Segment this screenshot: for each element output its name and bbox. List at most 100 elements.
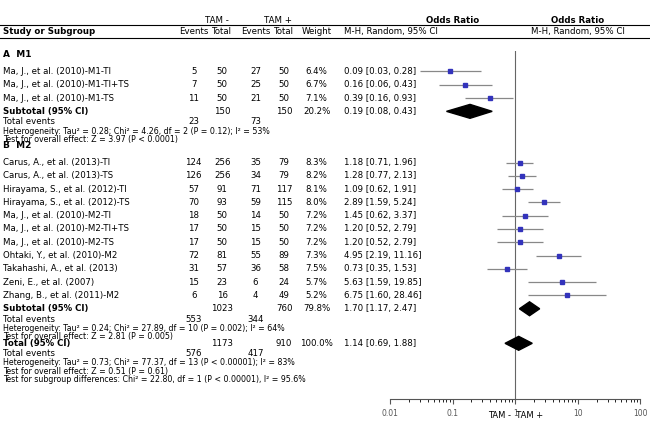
Text: 79.8%: 79.8% (303, 304, 330, 313)
Text: 59: 59 (250, 198, 261, 207)
Text: 50: 50 (279, 238, 289, 247)
Text: 0.73 [0.35, 1.53]: 0.73 [0.35, 1.53] (344, 264, 417, 273)
Text: 0.39 [0.16, 0.93]: 0.39 [0.16, 0.93] (344, 94, 417, 103)
Text: M-H, Random, 95% CI: M-H, Random, 95% CI (344, 27, 438, 36)
Text: Carus, A., et al. (2013)-TI: Carus, A., et al. (2013)-TI (3, 158, 110, 167)
Text: Ma, J., et al. (2010)-M2-TS: Ma, J., et al. (2010)-M2-TS (3, 238, 114, 247)
Text: 8.3%: 8.3% (306, 158, 328, 167)
Text: 50: 50 (217, 211, 228, 220)
Text: 25: 25 (250, 80, 261, 89)
Text: Heterogeneity: Tau² = 0.28; Chi² = 4.26, df = 2 (P = 0.12); I² = 53%: Heterogeneity: Tau² = 0.28; Chi² = 4.26,… (3, 127, 270, 135)
Text: Heterogeneity: Tau² = 0.73; Chi² = 77.37, df = 13 (P < 0.00001); I² = 83%: Heterogeneity: Tau² = 0.73; Chi² = 77.37… (3, 359, 295, 368)
Text: 7.2%: 7.2% (306, 225, 328, 233)
Text: 50: 50 (279, 211, 289, 220)
Text: 35: 35 (250, 158, 261, 167)
Text: Test for subgroup differences: Chi² = 22.80, df = 1 (P < 0.00001), I² = 95.6%: Test for subgroup differences: Chi² = 22… (3, 375, 306, 384)
Text: 417: 417 (247, 349, 264, 358)
Text: TAM -: TAM - (205, 16, 228, 25)
Text: 23: 23 (188, 117, 199, 127)
Text: 0.16 [0.06, 0.43]: 0.16 [0.06, 0.43] (344, 80, 417, 89)
Text: 55: 55 (250, 251, 261, 260)
Text: 15: 15 (250, 238, 261, 247)
Text: 1.45 [0.62, 3.37]: 1.45 [0.62, 3.37] (344, 211, 417, 220)
Text: 7.1%: 7.1% (306, 94, 328, 103)
Text: 150: 150 (276, 107, 292, 116)
Text: Study or Subgroup: Study or Subgroup (3, 27, 96, 36)
Text: 79: 79 (279, 158, 289, 167)
Text: Takahashi, A., et al. (2013): Takahashi, A., et al. (2013) (3, 264, 118, 273)
Text: Total (95% CI): Total (95% CI) (3, 339, 71, 348)
Text: 7.5%: 7.5% (306, 264, 328, 273)
Text: 14: 14 (250, 211, 261, 220)
Text: 11: 11 (188, 94, 199, 103)
Text: 0.19 [0.08, 0.43]: 0.19 [0.08, 0.43] (344, 107, 417, 116)
Text: 1.14 [0.69, 1.88]: 1.14 [0.69, 1.88] (344, 339, 417, 348)
Text: 256: 256 (214, 171, 231, 180)
Text: Odds Ratio: Odds Ratio (426, 16, 479, 25)
Text: 5.63 [1.59, 19.85]: 5.63 [1.59, 19.85] (344, 278, 422, 287)
Text: 50: 50 (279, 80, 289, 89)
Text: Ma, J., et al. (2010)-M2-TI+TS: Ma, J., et al. (2010)-M2-TI+TS (3, 225, 129, 233)
Text: 21: 21 (250, 94, 261, 103)
Text: TAM -  TAM +: TAM - TAM + (488, 411, 543, 420)
Text: 1.20 [0.52, 2.79]: 1.20 [0.52, 2.79] (344, 225, 417, 233)
Text: 34: 34 (250, 171, 261, 180)
Text: 6.7%: 6.7% (306, 80, 328, 89)
Text: 7.2%: 7.2% (306, 238, 328, 247)
Text: 256: 256 (214, 158, 231, 167)
Text: 16: 16 (217, 291, 228, 300)
Text: Test for overall effect: Z = 3.97 (P < 0.0001): Test for overall effect: Z = 3.97 (P < 0… (3, 135, 178, 144)
Text: 50: 50 (217, 80, 228, 89)
Text: Test for overall effect: Z = 0.51 (P = 0.61): Test for overall effect: Z = 0.51 (P = 0… (3, 367, 168, 376)
Text: 5.2%: 5.2% (306, 291, 328, 300)
Text: 117: 117 (276, 184, 292, 194)
Text: Weight: Weight (302, 27, 332, 36)
Text: 71: 71 (250, 184, 261, 194)
Text: 17: 17 (188, 238, 199, 247)
Text: 58: 58 (279, 264, 289, 273)
Text: 6: 6 (191, 291, 196, 300)
Text: 18: 18 (188, 211, 199, 220)
Text: 15: 15 (188, 278, 199, 287)
Text: 576: 576 (185, 349, 202, 358)
Text: 0.09 [0.03, 0.28]: 0.09 [0.03, 0.28] (344, 67, 417, 76)
Text: Heterogeneity: Tau² = 0.24; Chi² = 27.89, df = 10 (P = 0.002); I² = 64%: Heterogeneity: Tau² = 0.24; Chi² = 27.89… (3, 324, 285, 333)
Text: Hirayama, S., et al. (2012)-TS: Hirayama, S., et al. (2012)-TS (3, 198, 130, 207)
Text: 20.2%: 20.2% (303, 107, 330, 116)
Text: 150: 150 (214, 107, 231, 116)
Text: A  M1: A M1 (3, 50, 32, 60)
Text: 910: 910 (276, 339, 292, 348)
Text: 50: 50 (279, 94, 289, 103)
Text: 760: 760 (276, 304, 292, 313)
Text: 73: 73 (250, 117, 261, 127)
Text: 7.3%: 7.3% (306, 251, 328, 260)
Polygon shape (447, 104, 492, 118)
Text: Subtotal (95% CI): Subtotal (95% CI) (3, 107, 88, 116)
Text: M-H, Random, 95% CI: M-H, Random, 95% CI (531, 27, 625, 36)
Text: 5: 5 (191, 67, 196, 76)
Text: 50: 50 (217, 94, 228, 103)
Text: 4.95 [2.19, 11.16]: 4.95 [2.19, 11.16] (344, 251, 422, 260)
Text: Hirayama, S., et al. (2012)-TI: Hirayama, S., et al. (2012)-TI (3, 184, 127, 194)
Text: 5.7%: 5.7% (306, 278, 328, 287)
Text: Odds Ratio: Odds Ratio (551, 16, 604, 25)
Text: Ma, J., et al. (2010)-M1-TI+TS: Ma, J., et al. (2010)-M1-TI+TS (3, 80, 129, 89)
Text: 6: 6 (253, 278, 258, 287)
Text: 100.0%: 100.0% (300, 339, 333, 348)
Text: 8.1%: 8.1% (306, 184, 328, 194)
Polygon shape (519, 302, 540, 316)
Text: Total events: Total events (3, 349, 55, 358)
Text: 1023: 1023 (211, 304, 233, 313)
Text: 6.4%: 6.4% (306, 67, 328, 76)
Polygon shape (505, 336, 532, 350)
Text: Total events: Total events (3, 315, 55, 324)
Text: 126: 126 (185, 171, 202, 180)
Text: 1.18 [0.71, 1.96]: 1.18 [0.71, 1.96] (344, 158, 417, 167)
Text: 1.28 [0.77, 2.13]: 1.28 [0.77, 2.13] (344, 171, 417, 180)
Text: 24: 24 (279, 278, 289, 287)
Text: 7: 7 (191, 80, 196, 89)
Text: Ma, J., et al. (2010)-M1-TS: Ma, J., et al. (2010)-M1-TS (3, 94, 114, 103)
Text: 31: 31 (188, 264, 199, 273)
Text: 50: 50 (279, 225, 289, 233)
Text: 6.75 [1.60, 28.46]: 6.75 [1.60, 28.46] (344, 291, 422, 300)
